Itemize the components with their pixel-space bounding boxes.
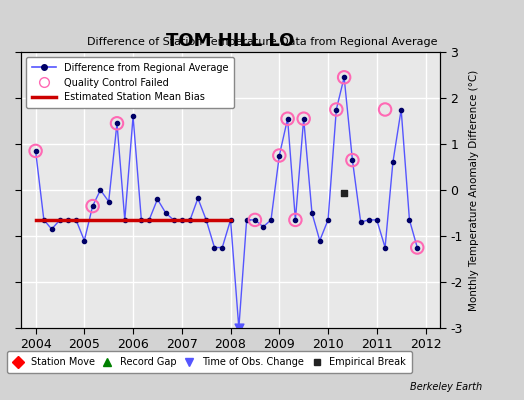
Text: Difference of Station Temperature Data from Regional Average: Difference of Station Temperature Data f… (87, 37, 437, 47)
Point (413, 244, 421, 251)
Point (283, 116, 292, 122)
Title: TOM HILL LO: TOM HILL LO (167, 32, 294, 50)
Point (348, 157, 357, 163)
Point (31, 148, 40, 154)
Point (332, 106, 341, 113)
Y-axis label: Monthly Temperature Anomaly Difference (°C): Monthly Temperature Anomaly Difference (… (468, 69, 478, 311)
Legend: Station Move, Record Gap, Time of Obs. Change, Empirical Break: Station Move, Record Gap, Time of Obs. C… (7, 351, 412, 373)
Point (251, 217, 259, 223)
Point (113, 120, 121, 126)
Point (340, 74, 348, 80)
Point (340, 190, 348, 196)
Text: Berkeley Earth: Berkeley Earth (410, 382, 482, 392)
Point (275, 152, 283, 159)
Point (381, 106, 389, 113)
Point (300, 116, 308, 122)
Point (291, 217, 300, 223)
Point (89, 203, 97, 209)
Point (235, 325, 243, 331)
